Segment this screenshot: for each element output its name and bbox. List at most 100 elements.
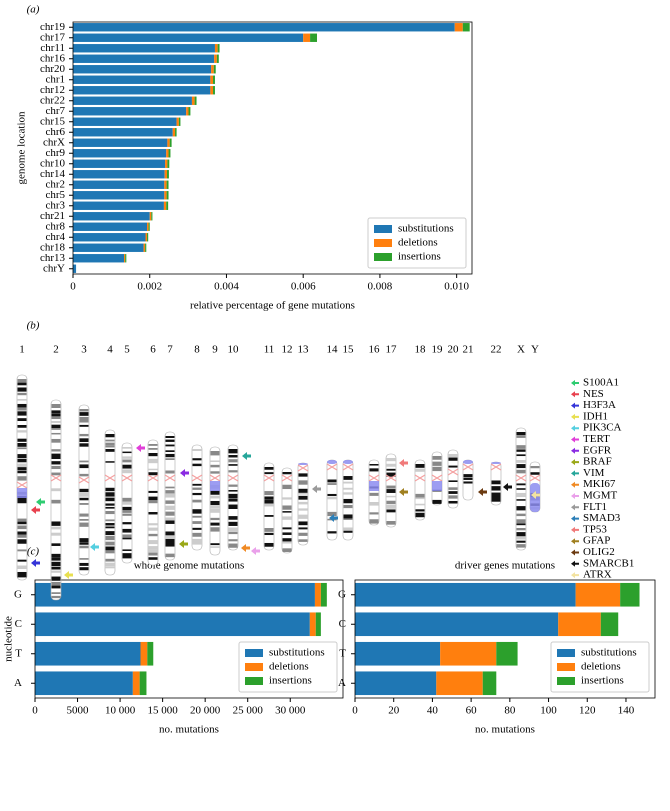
- legend-box: [367, 217, 467, 269]
- band: [516, 506, 526, 511]
- bar-segment: [210, 75, 214, 84]
- band: [415, 468, 425, 472]
- plot-frame: [72, 21, 473, 275]
- y-tick-label: chr15: [40, 115, 66, 127]
- band: [51, 456, 61, 460]
- bar-segment: [145, 233, 148, 242]
- band: [343, 476, 353, 480]
- gene-legend-label: OLIG2: [583, 546, 615, 558]
- bar-segment: [148, 222, 150, 231]
- band: [298, 501, 308, 505]
- centromere: [16, 481, 28, 489]
- band: [386, 509, 396, 513]
- band: [17, 454, 27, 459]
- band: [51, 416, 61, 420]
- band: [165, 505, 175, 510]
- x-tick-label: 20 000: [190, 705, 221, 717]
- band: [17, 531, 27, 536]
- band: [210, 500, 220, 505]
- y-axis-label: genome location: [16, 111, 28, 185]
- x-tick-label: 0.004: [214, 281, 239, 293]
- y-tick-label: chr7: [45, 105, 65, 117]
- bar-segment: [73, 128, 173, 137]
- band: [105, 434, 115, 438]
- band: [192, 538, 202, 543]
- band: [264, 496, 274, 500]
- bar-segment: [172, 128, 176, 137]
- band: [210, 546, 220, 548]
- chromosome: [385, 453, 397, 528]
- band: [432, 499, 442, 504]
- gene-legend-label: GFAP: [583, 535, 610, 547]
- band: [491, 492, 501, 497]
- legend-swatch: [374, 239, 392, 247]
- centromere: [490, 463, 502, 471]
- band: [327, 479, 337, 483]
- band: [491, 486, 501, 491]
- band: [386, 489, 396, 493]
- panel-label: (a): [27, 4, 40, 16]
- band: [282, 516, 292, 520]
- band: [343, 498, 353, 504]
- heterochromatin: [298, 463, 308, 465]
- band: [122, 501, 132, 505]
- chromosome-body: [281, 467, 293, 554]
- gene-legend-label: VIM: [583, 467, 605, 479]
- y-tick-label: chr6: [45, 126, 65, 138]
- band: [386, 485, 396, 489]
- band: [210, 451, 220, 456]
- band: [228, 455, 238, 458]
- band: [343, 487, 353, 490]
- x-tick-label: 100: [540, 705, 557, 717]
- band: [343, 514, 353, 519]
- band: [79, 409, 89, 412]
- centromere: [50, 474, 62, 482]
- band: [105, 535, 115, 541]
- band: [516, 488, 526, 490]
- band: [415, 497, 425, 500]
- x-axis-label: no. mutations: [159, 724, 219, 736]
- band: [79, 518, 89, 521]
- band: [122, 556, 132, 559]
- band: [463, 477, 473, 480]
- band: [282, 541, 292, 544]
- x-tick-label: 30 000: [275, 705, 306, 717]
- bar-segment: [620, 582, 640, 607]
- bar-segment: [73, 222, 148, 231]
- chromosome-label: 17: [386, 344, 398, 356]
- bar-segment: [303, 33, 311, 42]
- x-tick-label: 80: [504, 705, 516, 717]
- band: [516, 523, 526, 526]
- band: [298, 488, 308, 494]
- gene-legend-label: TERT: [583, 433, 610, 445]
- legend-box: [238, 641, 338, 693]
- chart-title: driver genes mutations: [455, 560, 555, 572]
- chromosome-label: 13: [298, 344, 310, 356]
- x-tick-label: 15 000: [147, 705, 178, 717]
- bar-segment: [35, 641, 141, 666]
- chromosome: [342, 459, 354, 541]
- band: [192, 449, 202, 451]
- band: [264, 515, 274, 517]
- legend-arrow: [571, 560, 579, 567]
- band: [51, 472, 61, 476]
- centromere: [121, 474, 133, 482]
- band: [105, 531, 115, 536]
- band: [530, 472, 540, 475]
- chromosome-label: 18: [415, 344, 427, 356]
- gene-arrow: [180, 469, 189, 477]
- y-tick-label: chr3: [45, 199, 65, 211]
- bar-segment: [73, 86, 211, 95]
- x-tick-label: 60: [466, 705, 478, 717]
- band: [343, 518, 353, 520]
- bar-segment: [166, 180, 169, 189]
- band: [264, 542, 274, 547]
- y-tick-label: chr10: [40, 157, 66, 169]
- band: [463, 474, 473, 478]
- band: [516, 445, 526, 449]
- band: [327, 496, 337, 500]
- band: [17, 521, 27, 525]
- bar-segment: [35, 582, 315, 607]
- bar-segment: [309, 612, 316, 637]
- gene-legend-label: ATRX: [583, 569, 612, 581]
